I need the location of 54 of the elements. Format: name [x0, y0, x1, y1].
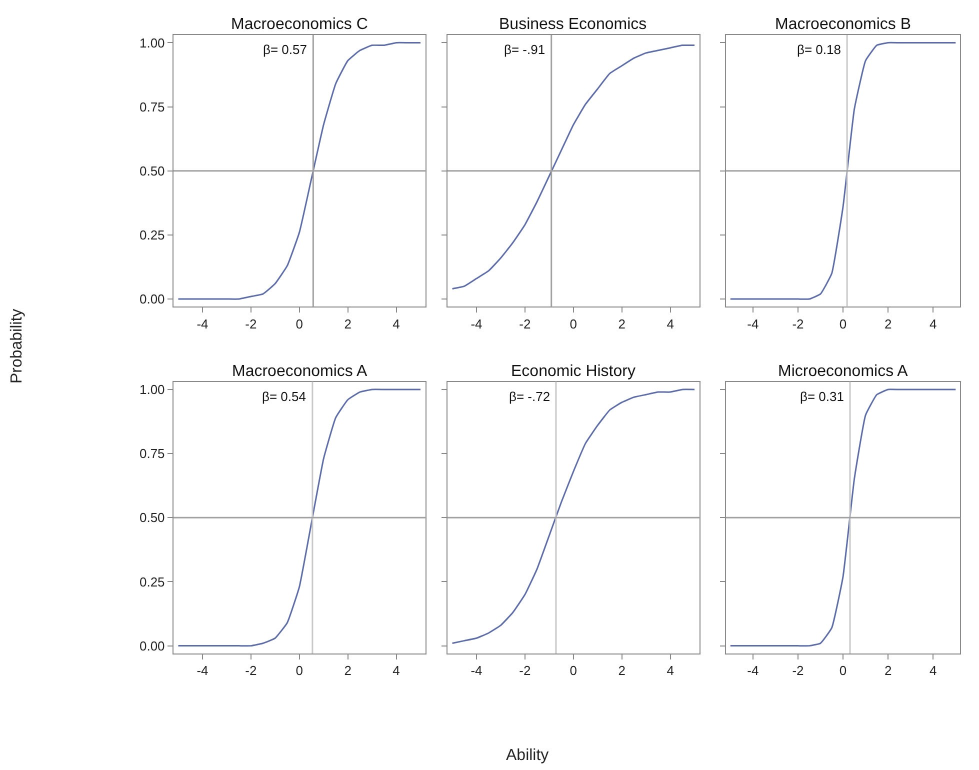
- x-tick-label: 2: [344, 316, 352, 332]
- x-tick-label: -4: [196, 316, 208, 332]
- x-tick-label: 2: [884, 663, 892, 678]
- x-tick-label: -2: [519, 316, 531, 332]
- chart-title: Microeconomics A: [778, 363, 908, 380]
- x-tick-label: 2: [618, 316, 626, 332]
- x-tick-label: 0: [296, 663, 303, 678]
- x-axis-title: Ability: [506, 747, 549, 764]
- y-tick-label: 0.25: [139, 574, 165, 590]
- chart-title: Macroeconomics A: [232, 363, 368, 380]
- x-tick-label: -2: [245, 316, 257, 332]
- x-tick-label: 2: [884, 316, 892, 332]
- y-tick-label: 0.00: [139, 638, 165, 654]
- y-tick-label: 0.75: [139, 99, 165, 114]
- ref-line-label: β= -.72: [509, 389, 550, 404]
- x-tick-label: 0: [839, 663, 847, 678]
- y-axis-title: Probability: [8, 308, 26, 384]
- chart-title: Economic History: [511, 363, 636, 380]
- x-tick-label: -2: [519, 663, 531, 678]
- x-tick-label: 0: [839, 316, 847, 332]
- x-tick-label: 4: [930, 316, 937, 332]
- y-tick-label: 1.00: [139, 382, 165, 398]
- y-tick-label: 0.00: [139, 292, 165, 307]
- ref-line-label: β= -.91: [504, 42, 546, 57]
- x-tick-label: 2: [344, 663, 352, 678]
- ref-line-label: β= 0.31: [800, 389, 844, 404]
- y-tick-label: 1.00: [139, 35, 165, 50]
- chart-title: Macroeconomics C: [231, 16, 368, 33]
- y-tick-label: 0.75: [139, 446, 165, 462]
- x-tick-label: 0: [570, 663, 578, 678]
- x-tick-label: -2: [792, 663, 804, 678]
- x-tick-label: 4: [666, 663, 674, 678]
- x-tick-label: -2: [245, 663, 257, 678]
- x-tick-label: 4: [392, 316, 400, 332]
- ref-line-label: β= 0.57: [263, 42, 307, 57]
- chart-title: Business Economics: [499, 16, 647, 33]
- x-tick-label: 0: [296, 316, 303, 332]
- ref-line-label: β= 0.54: [262, 389, 306, 404]
- x-tick-label: 4: [930, 663, 937, 678]
- y-tick-label: 0.50: [139, 163, 165, 178]
- x-tick-label: -4: [747, 316, 759, 332]
- x-tick-label: -4: [196, 663, 208, 678]
- x-tick-label: 0: [570, 316, 578, 332]
- y-tick-label: 0.25: [139, 228, 165, 243]
- x-tick-label: 4: [666, 316, 674, 332]
- x-tick-label: 2: [618, 663, 626, 678]
- x-tick-label: -4: [747, 663, 759, 678]
- x-tick-label: -2: [792, 316, 804, 332]
- x-tick-label: 4: [392, 663, 400, 678]
- x-tick-label: -4: [470, 316, 482, 332]
- y-tick-label: 0.50: [139, 510, 165, 526]
- ref-line-label: β= 0.18: [797, 42, 841, 57]
- chart-title: Macroeconomics B: [775, 16, 912, 33]
- x-tick-label: -4: [470, 663, 482, 678]
